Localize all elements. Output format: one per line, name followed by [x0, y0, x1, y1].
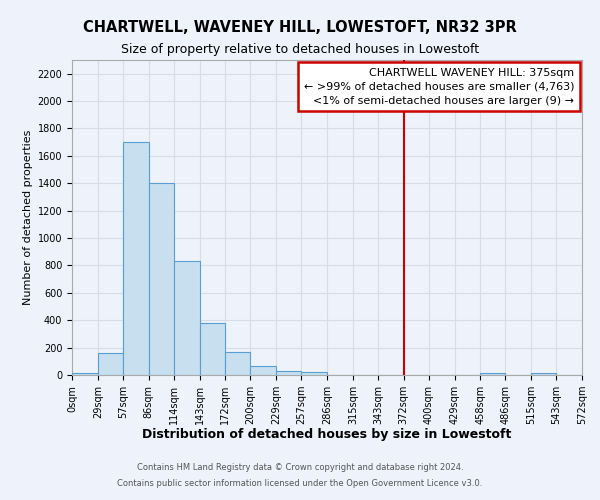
Bar [301, 372, 327, 375]
Bar [226, 352, 250, 375]
Y-axis label: Number of detached properties: Number of detached properties [23, 130, 34, 305]
Bar [531, 373, 556, 375]
Bar [173, 262, 199, 375]
Bar [276, 371, 301, 375]
Bar [199, 323, 226, 375]
Text: Size of property relative to detached houses in Lowestoft: Size of property relative to detached ho… [121, 42, 479, 56]
Bar [250, 366, 276, 375]
Bar [481, 373, 505, 375]
X-axis label: Distribution of detached houses by size in Lowestoft: Distribution of detached houses by size … [142, 428, 512, 442]
Bar [149, 184, 173, 375]
Text: Contains public sector information licensed under the Open Government Licence v3: Contains public sector information licen… [118, 478, 482, 488]
Text: CHARTWELL, WAVENEY HILL, LOWESTOFT, NR32 3PR: CHARTWELL, WAVENEY HILL, LOWESTOFT, NR32… [83, 20, 517, 35]
Text: Contains HM Land Registry data © Crown copyright and database right 2024.: Contains HM Land Registry data © Crown c… [137, 464, 463, 472]
Bar [98, 353, 123, 375]
Text: CHARTWELL WAVENEY HILL: 375sqm
← >99% of detached houses are smaller (4,763)
<1%: CHARTWELL WAVENEY HILL: 375sqm ← >99% of… [304, 68, 574, 106]
Bar [123, 142, 149, 375]
Bar [72, 373, 98, 375]
